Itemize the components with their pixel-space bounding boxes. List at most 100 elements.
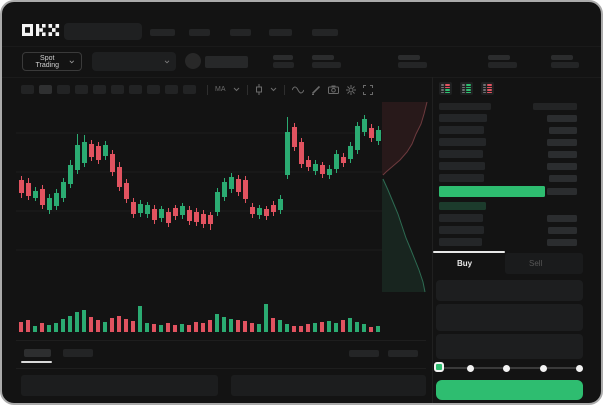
tab-buy[interactable]: Buy (457, 259, 473, 268)
candle-body (320, 165, 325, 174)
bid-amount-3[interactable] (548, 226, 577, 234)
timeframe-button-10[interactable] (183, 85, 196, 94)
candle-body (250, 207, 255, 214)
volume-bar (250, 323, 254, 332)
candle-body (341, 157, 346, 163)
candle-body (236, 179, 241, 192)
bid-price-3[interactable] (439, 226, 484, 234)
ask-amount-2[interactable] (549, 126, 577, 134)
wave-indicator-icon[interactable] (291, 86, 304, 94)
ask-price-6[interactable] (439, 174, 484, 182)
timeframe-button-6[interactable] (111, 85, 124, 94)
chevron-down-icon (69, 60, 75, 63)
bottom-tab-2[interactable] (63, 349, 93, 357)
pair-selector-dropdown[interactable] (92, 52, 176, 71)
volume-bar (313, 323, 317, 332)
ask-price-5[interactable] (439, 162, 485, 170)
order-field-2[interactable] (436, 304, 583, 331)
settings-gear-icon[interactable] (345, 84, 356, 95)
slider-stop-3[interactable] (502, 365, 510, 372)
bottom-tab-1[interactable] (24, 349, 51, 357)
tab-sell[interactable]: Sell (529, 259, 543, 268)
candle-body (40, 189, 45, 205)
volume-bar (271, 318, 275, 332)
volume-bar (89, 317, 93, 332)
candle-body (33, 191, 38, 198)
volume-bar (215, 314, 219, 332)
bottom-link-2[interactable] (388, 350, 418, 357)
ma-indicator-icon[interactable]: MA (215, 86, 226, 93)
nav-item-5[interactable] (312, 29, 338, 36)
candlestick-chart[interactable] (16, 100, 432, 332)
candle-body (334, 154, 339, 169)
orderbook-view-icon-1[interactable] (439, 82, 452, 95)
stat-label-4 (488, 55, 510, 60)
order-field-1[interactable] (436, 280, 583, 301)
volume-bar (229, 319, 233, 332)
last-price-bar[interactable] (439, 186, 545, 197)
orderbook-header-left[interactable] (439, 103, 491, 110)
last-price-amount[interactable] (547, 188, 577, 195)
orderbook-view-icon-3[interactable] (481, 82, 494, 95)
ask-amount-1[interactable] (547, 114, 577, 122)
stat-value-3 (398, 62, 427, 68)
ask-price-1[interactable] (439, 114, 487, 122)
slider-stop-5[interactable] (575, 365, 583, 372)
market-type-label: Spot Trading (35, 54, 59, 69)
timeframe-button-1[interactable] (21, 85, 34, 94)
volume-bar (166, 323, 170, 332)
orderbook-header-right[interactable] (533, 103, 577, 110)
volume-bar (33, 326, 37, 332)
chevron-down-icon[interactable] (233, 87, 240, 92)
bid-price-1[interactable] (439, 202, 486, 210)
nav-item-2[interactable] (189, 29, 210, 36)
nav-item-1[interactable] (150, 29, 175, 36)
stat-value-5 (551, 62, 579, 68)
volume-bar (26, 320, 30, 332)
search-bar[interactable] (64, 23, 142, 40)
candle-style-icon[interactable] (255, 84, 263, 95)
candle-body (201, 214, 206, 224)
timeframe-button-7[interactable] (129, 85, 142, 94)
depth-asks-area (382, 102, 427, 175)
ask-amount-6[interactable] (549, 174, 577, 182)
timeframe-button-2[interactable] (39, 85, 52, 94)
chevron-down-icon[interactable] (270, 87, 277, 92)
subheader-divider (2, 77, 601, 78)
orderbook-view-icon-2[interactable] (460, 82, 473, 95)
ask-amount-5[interactable] (547, 162, 577, 170)
bid-amount-4[interactable] (547, 238, 577, 246)
bid-price-4[interactable] (439, 238, 482, 246)
fullscreen-expand-icon[interactable] (362, 84, 373, 95)
timeframe-button-9[interactable] (165, 85, 178, 94)
timeframe-button-4[interactable] (75, 85, 88, 94)
ask-price-2[interactable] (439, 126, 484, 134)
ask-price-4[interactable] (439, 150, 483, 158)
slider-handle[interactable] (434, 362, 444, 372)
bid-price-2[interactable] (439, 214, 483, 222)
volume-bar (180, 324, 184, 332)
order-field-3[interactable] (436, 334, 583, 359)
draw-pencil-icon[interactable] (311, 85, 321, 95)
ask-amount-3[interactable] (547, 138, 577, 146)
nav-item-3[interactable] (230, 29, 251, 36)
nav-item-4[interactable] (269, 29, 292, 36)
ask-price-3[interactable] (439, 138, 486, 146)
buy-submit-button[interactable] (436, 380, 583, 400)
screenshot-camera-icon[interactable] (327, 85, 339, 94)
volume-bar (222, 317, 226, 332)
slider-stop-2[interactable] (466, 365, 474, 372)
ask-amount-4[interactable] (548, 150, 577, 158)
bottom-tabs-divider (16, 368, 426, 369)
timeframe-button-8[interactable] (147, 85, 160, 94)
timeframe-button-3[interactable] (57, 85, 70, 94)
amount-slider-track[interactable] (439, 367, 581, 369)
toolbar-divider (207, 84, 208, 95)
candle-body (54, 193, 59, 206)
header-divider (2, 46, 601, 47)
slider-stop-4[interactable] (539, 365, 547, 372)
timeframe-button-5[interactable] (93, 85, 106, 94)
bottom-link-1[interactable] (349, 350, 379, 357)
bid-amount-2[interactable] (547, 214, 577, 222)
market-type-dropdown[interactable]: Spot Trading (22, 52, 82, 71)
